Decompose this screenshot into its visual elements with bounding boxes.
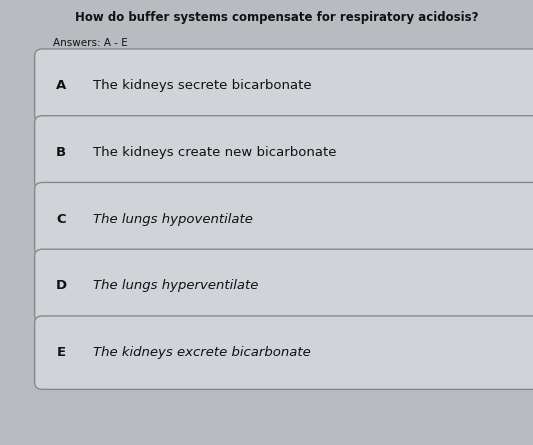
Text: The kidneys excrete bicarbonate: The kidneys excrete bicarbonate	[93, 346, 311, 359]
FancyBboxPatch shape	[35, 182, 533, 256]
Text: E: E	[56, 346, 66, 359]
Text: How do buffer systems compensate for respiratory acidosis?: How do buffer systems compensate for res…	[75, 11, 479, 24]
FancyBboxPatch shape	[35, 316, 533, 389]
Text: The kidneys create new bicarbonate: The kidneys create new bicarbonate	[93, 146, 337, 159]
FancyBboxPatch shape	[35, 249, 533, 323]
Text: C: C	[56, 213, 66, 226]
Text: The lungs hypoventilate: The lungs hypoventilate	[93, 213, 253, 226]
Text: B: B	[56, 146, 66, 159]
Text: The lungs hyperventilate: The lungs hyperventilate	[93, 279, 259, 292]
Text: D: D	[56, 279, 67, 292]
Text: A: A	[56, 79, 67, 92]
Text: The kidneys secrete bicarbonate: The kidneys secrete bicarbonate	[93, 79, 312, 92]
Text: Answers: A - E: Answers: A - E	[53, 38, 128, 48]
FancyBboxPatch shape	[35, 49, 533, 122]
FancyBboxPatch shape	[35, 116, 533, 189]
